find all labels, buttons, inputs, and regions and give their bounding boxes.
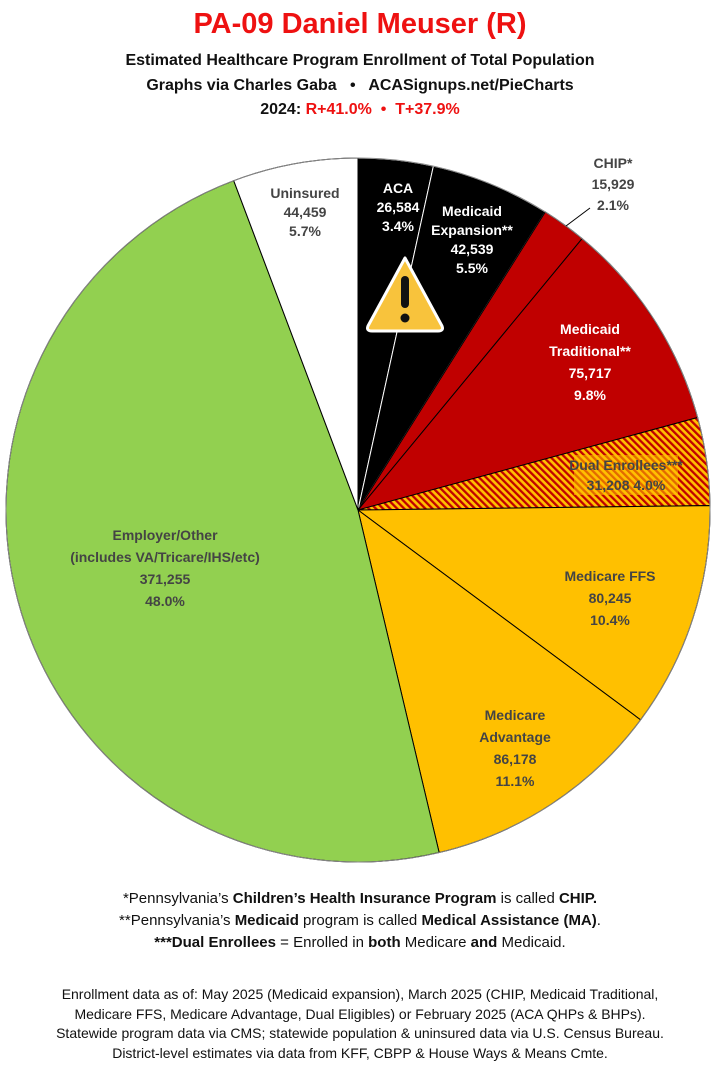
footnote: ***Dual Enrollees = Enrolled in both Med… <box>0 932 720 954</box>
slice-percent: 11.1% <box>496 773 535 789</box>
slice-value: 15,929 <box>592 176 635 192</box>
slice-percent: 4.0% <box>633 477 665 493</box>
slice-value: 80,245 <box>589 590 632 606</box>
footnotes: *Pennsylvania’s Children’s Health Insura… <box>0 888 720 954</box>
slice-percent: 9.8% <box>574 387 606 403</box>
slice-value-percent: 31,208 4.0% <box>587 477 666 493</box>
slice-percent: 5.7% <box>289 223 321 239</box>
footnote-segment: ***Dual Enrollees <box>154 934 276 951</box>
footnote-segment: **Pennsylvania’s <box>119 912 235 929</box>
footnote: **Pennsylvania’s Medicaid program is cal… <box>0 910 720 932</box>
slice-value: 86,178 <box>494 751 537 767</box>
slice-value: 31,208 <box>587 477 634 493</box>
pie-outline <box>5 157 711 863</box>
slice-value: 42,539 <box>451 241 494 257</box>
slice-percent: 3.4% <box>382 218 414 234</box>
footnote-segment: Medicaid. <box>497 934 566 951</box>
footnote-segment: and <box>470 934 498 951</box>
footnote-segment: Medical Assistance (MA) <box>421 912 597 929</box>
footnote-segment: *Pennsylvania’s <box>122 890 233 907</box>
slice-percent: 48.0% <box>145 593 185 609</box>
slice-label: Uninsured <box>270 185 339 201</box>
chip-leader-line <box>565 207 591 227</box>
slice-value: 26,584 <box>377 199 420 215</box>
footnote: *Pennsylvania’s Children’s Health Insura… <box>0 888 720 910</box>
footnote-segment: = Enrolled in <box>276 934 369 951</box>
election-line: 2024: R+41.0% • T+37.9% <box>0 101 720 119</box>
slice-label: Employer/Other <box>112 527 218 543</box>
footnote-segment: is called <box>496 890 559 907</box>
warning-triangle-icon <box>366 256 444 333</box>
footnote-segment: Children’s Health Insurance Program <box>232 890 497 907</box>
election-result: R+41.0% • T+37.9% <box>305 101 460 118</box>
footnote-segment: Medicare <box>400 934 471 951</box>
chart-subtitle: Estimated Healthcare Program Enrollment … <box>125 52 595 69</box>
footnote-segment: Medicaid <box>234 912 299 929</box>
slice-percent: 10.4% <box>590 612 630 628</box>
election-prefix: 2024: <box>260 101 306 118</box>
slice-label: CHIP* <box>594 155 633 171</box>
source-line: District-level estimates via data from K… <box>112 1044 608 1061</box>
slice-label: Medicare <box>485 707 546 723</box>
slice-label: Medicaid <box>442 203 502 219</box>
slice-label: Advantage <box>479 729 551 745</box>
sources: Enrollment data as of: May 2025 (Medicai… <box>0 985 720 1063</box>
footnote-segment: program is called <box>298 912 422 929</box>
slice-value: 75,717 <box>569 365 612 381</box>
slice-label: Medicare FFS <box>564 568 655 584</box>
chart-credit: Graphs via Charles Gaba • ACASignups.net… <box>146 77 574 94</box>
slice-value: 371,255 <box>140 571 191 587</box>
slice-label: Traditional** <box>549 343 631 359</box>
footnote-segment: both <box>368 934 401 951</box>
slice-value: 44,459 <box>284 204 327 220</box>
slice-label: (includes VA/Tricare/IHS/etc) <box>70 549 260 565</box>
source-line: Statewide program data via CMS; statewid… <box>56 1025 664 1041</box>
slice-percent: 2.1% <box>597 197 629 213</box>
slice-label: Expansion** <box>431 222 513 238</box>
dual-label-background <box>574 455 678 495</box>
slice-label: Medicaid <box>560 321 620 337</box>
chart-title: PA-09 Daniel Meuser (R) <box>193 8 527 40</box>
slice-label: Dual Enrollees*** <box>569 457 683 473</box>
footnote-segment: . <box>596 912 601 929</box>
slice-percent: 5.5% <box>456 260 488 276</box>
pie-chart: ACA 26,584 3.4% Medicaid Expansion** 42,539 5.… <box>5 155 711 863</box>
slice-label: ACA <box>383 180 413 196</box>
footnote-segment: CHIP. <box>558 890 598 907</box>
source-line: Enrollment data as of: May 2025 (Medicai… <box>61 986 659 1002</box>
source-line: Medicare FFS, Medicare Advantage, Dual E… <box>74 1005 646 1022</box>
